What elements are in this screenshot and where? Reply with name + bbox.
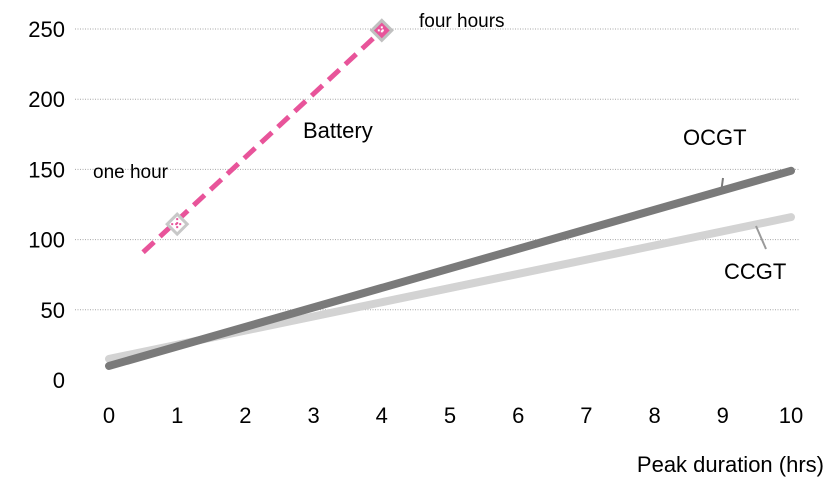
one-hour-label: one hour xyxy=(93,162,169,183)
y-tick-label: 50 xyxy=(41,298,65,323)
x-tick-label: 10 xyxy=(779,403,803,428)
x-tick-label: 0 xyxy=(103,403,115,428)
y-tick-label: 100 xyxy=(28,228,65,253)
grid-layer xyxy=(75,28,800,311)
four-hours-marker-pattern xyxy=(377,26,386,35)
x-tick-label: 4 xyxy=(376,403,388,428)
tick-layer: 0 50 100 150 200 250 0 1 2 3 4 5 6 7 8 9 10 xyxy=(28,17,803,428)
battery-label: Battery xyxy=(303,118,373,143)
y-tick-label: 0 xyxy=(53,368,65,393)
x-tick-label: 9 xyxy=(717,403,729,428)
series-line-ocgt xyxy=(105,166,795,370)
x-tick-label: 3 xyxy=(307,403,319,428)
series-line-battery xyxy=(141,28,384,255)
y-tick-label: 150 xyxy=(28,157,65,182)
x-tick-label: 5 xyxy=(444,403,456,428)
x-tick-label: 2 xyxy=(239,403,251,428)
x-tick-label: 8 xyxy=(648,403,660,428)
x-axis-label: Peak duration (hrs) xyxy=(637,452,824,477)
x-tick-label: 1 xyxy=(171,403,183,428)
ccgt-label: CCGT xyxy=(724,259,786,284)
ccgt-leader-line xyxy=(755,225,767,250)
ocgt-label: OCGT xyxy=(683,125,747,150)
x-tick-label: 6 xyxy=(512,403,524,428)
one-hour-marker-pattern xyxy=(171,218,184,231)
x-tick-label: 7 xyxy=(580,403,592,428)
ocgt-leader-line xyxy=(720,177,724,194)
y-tick-label: 250 xyxy=(28,17,65,42)
label-layer: Peak duration (hrs) Battery OCGT CCGT on… xyxy=(93,11,824,477)
marker-layer xyxy=(165,18,394,237)
four-hours-label: four hours xyxy=(419,11,505,32)
series-layer xyxy=(105,28,795,370)
y-tick-label: 200 xyxy=(28,87,65,112)
